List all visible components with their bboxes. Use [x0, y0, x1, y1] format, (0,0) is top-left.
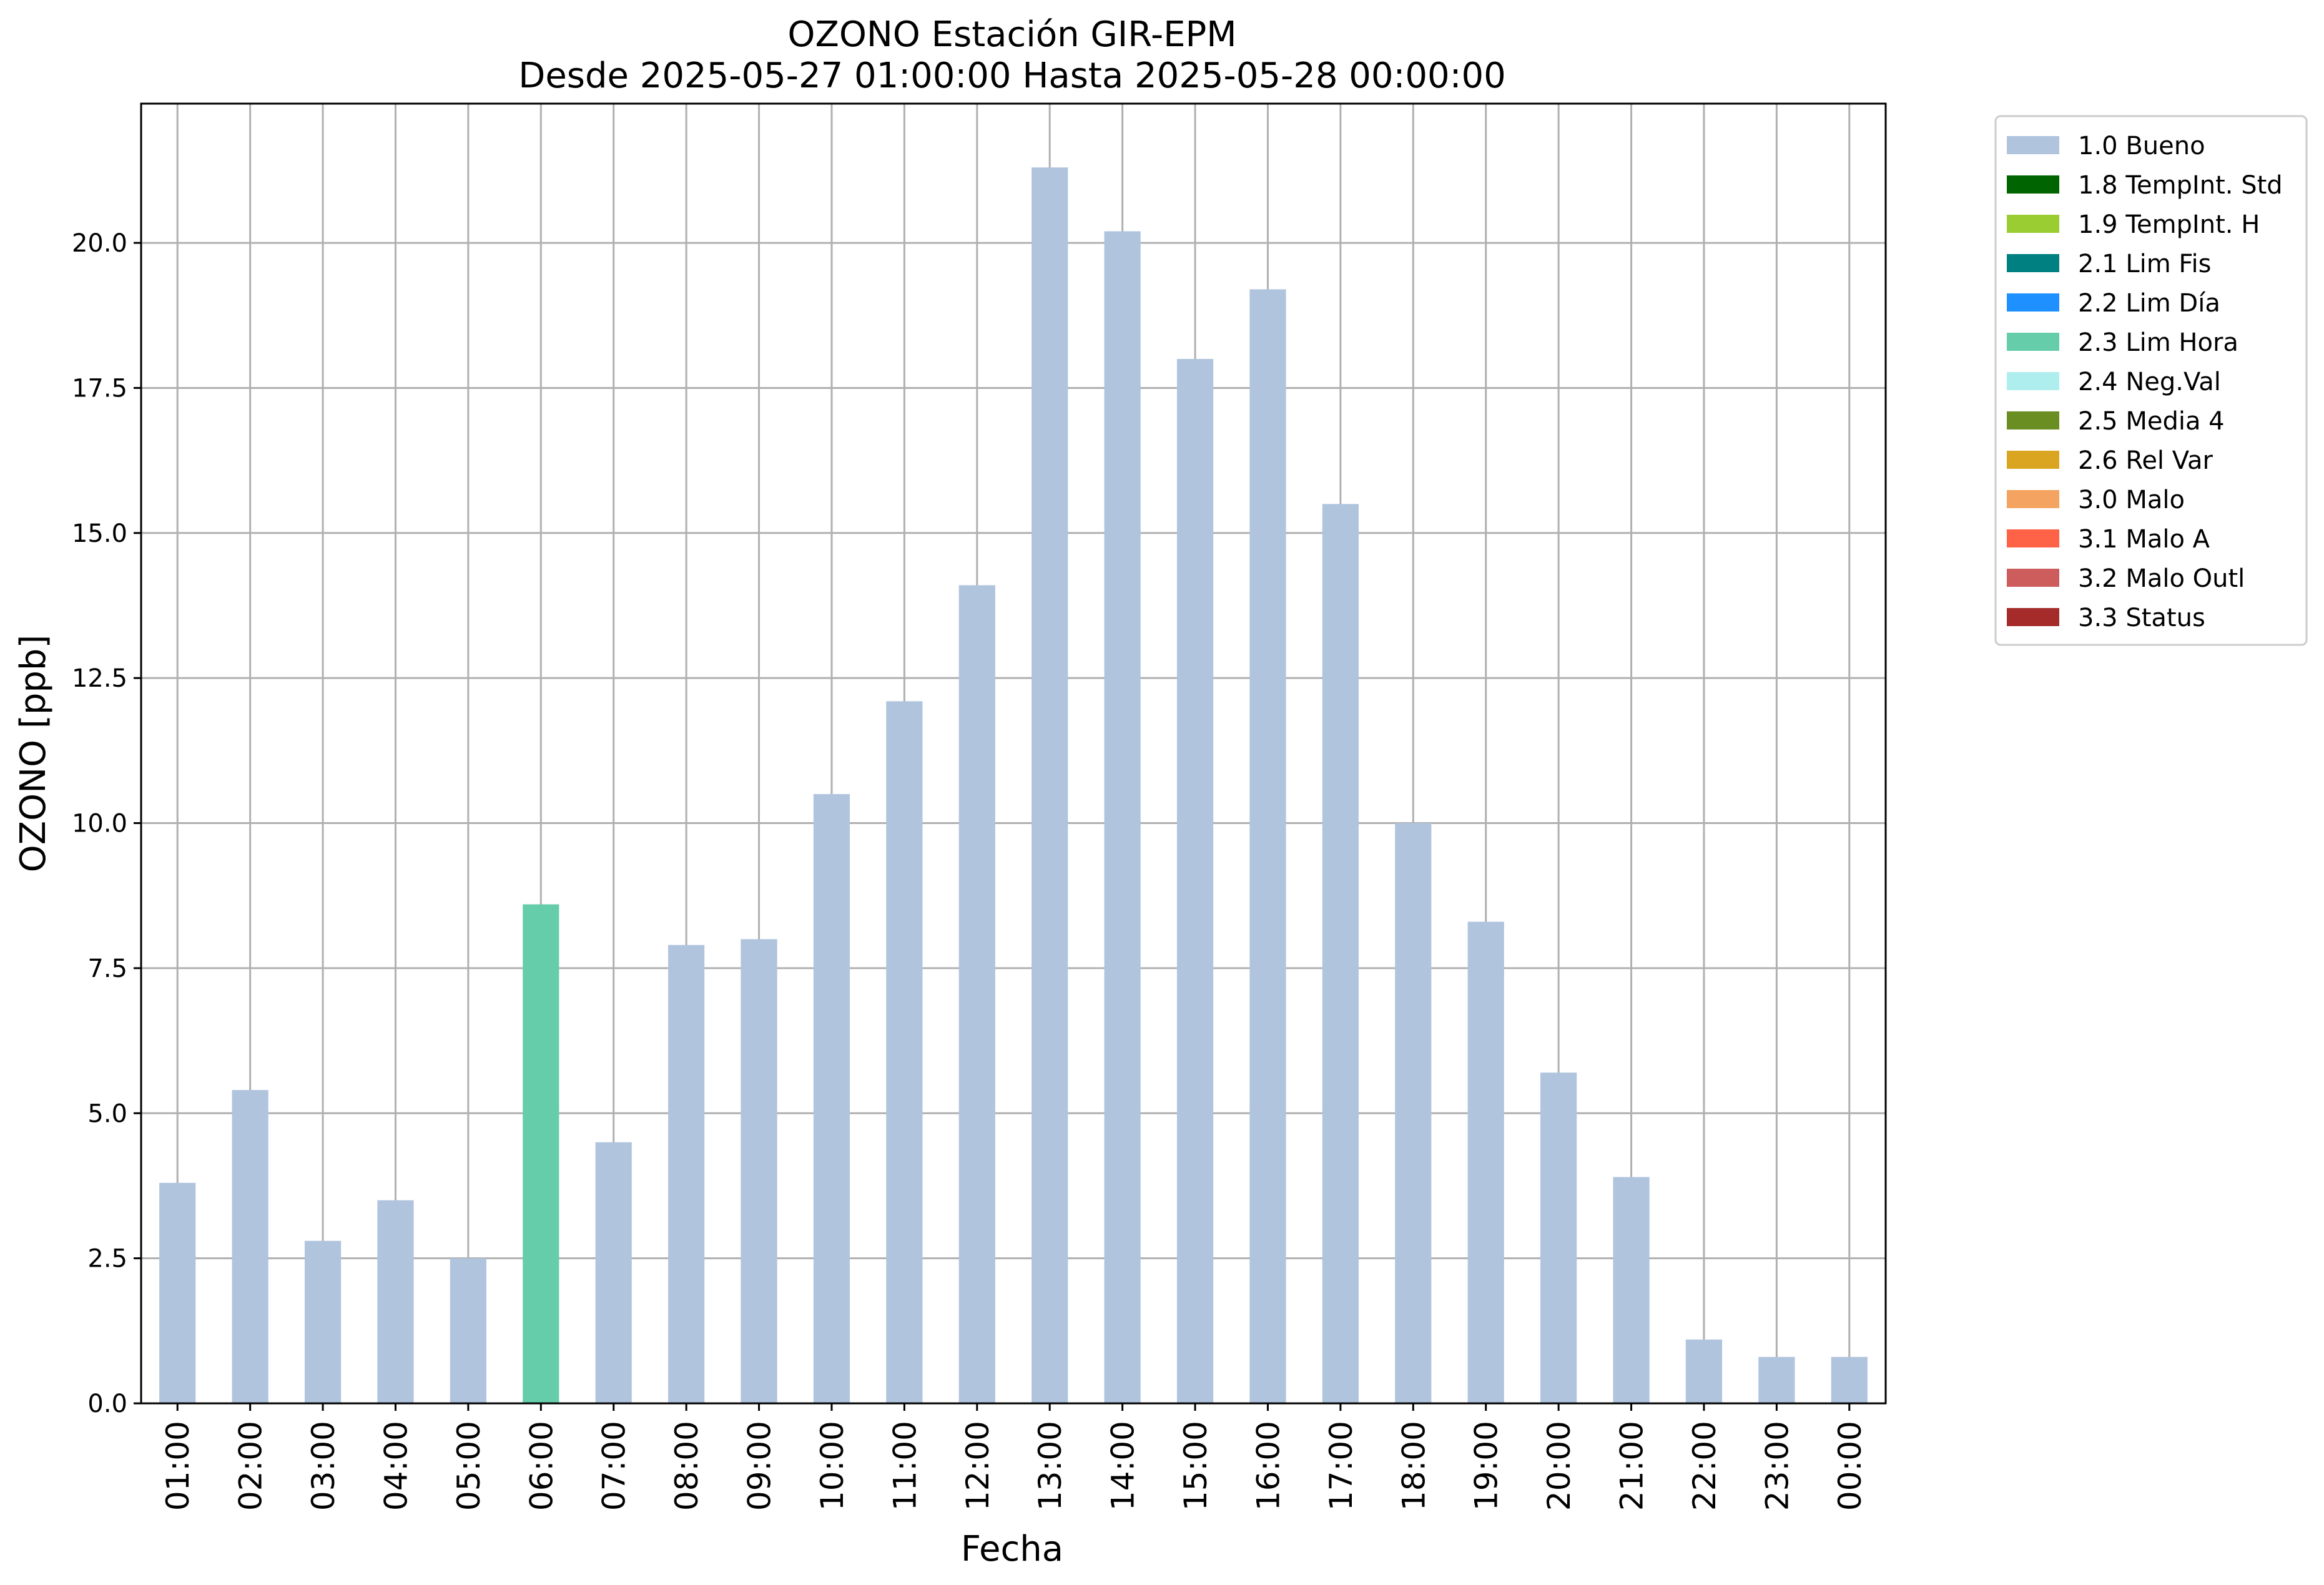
y-tick-label: 0.0	[87, 1390, 127, 1418]
x-axis-ticks: 01:00 02:00 03:00 04:00 05:00 06:00 07:00 08:00…	[160, 1403, 1868, 1511]
legend-label: 3.3 Status	[2078, 604, 2205, 632]
legend-swatch	[2007, 529, 2059, 547]
legend-swatch	[2007, 569, 2059, 587]
bar-1400	[1104, 231, 1141, 1403]
bars	[159, 167, 1868, 1404]
bar-0800	[668, 945, 705, 1403]
bar-0900	[741, 939, 777, 1403]
y-tick-label: 2.5	[87, 1245, 127, 1273]
legend-swatch	[2007, 215, 2059, 233]
x-tick-label: 05:00	[451, 1421, 487, 1511]
x-tick-label: 11:00	[887, 1421, 923, 1511]
bar-0700	[595, 1142, 632, 1403]
y-axis-label: OZONO [ppb]	[13, 635, 54, 873]
x-tick-label: 08:00	[669, 1421, 705, 1511]
x-tick-label: 15:00	[1178, 1421, 1214, 1511]
x-tick-label: 07:00	[596, 1421, 633, 1511]
legend-swatch	[2007, 490, 2059, 508]
legend-box	[1994, 115, 2308, 646]
legend-swatch	[2007, 451, 2059, 469]
legend-label: 1.8 TempInt. Std	[2078, 171, 2283, 200]
bar-0100	[159, 1182, 196, 1403]
legend-swatch	[2007, 293, 2059, 312]
legend-label: 1.0 Bueno	[2078, 132, 2205, 160]
y-tick-label: 17.5	[72, 374, 127, 403]
y-tick-label: 15.0	[72, 519, 127, 548]
y-axis-ticks: 0.0 2.5 5.0 7.5 10.0 12.5 15.0 17.5 20.0	[72, 229, 141, 1418]
legend-label: 3.2 Malo Outl	[2078, 564, 2245, 593]
x-tick-label: 23:00	[1759, 1421, 1795, 1511]
legend-label: 2.6 Rel Var	[2078, 446, 2213, 475]
x-tick-label: 21:00	[1614, 1421, 1650, 1511]
legend-swatch	[2007, 372, 2059, 390]
bar-1600	[1249, 289, 1286, 1403]
plot-frame	[140, 102, 1887, 1405]
bar-2000	[1540, 1072, 1577, 1403]
legend-label: 1.9 TempInt. H	[2078, 210, 2260, 239]
bar-1100	[886, 701, 923, 1403]
bar-1000	[813, 794, 850, 1403]
x-tick-label: 12:00	[960, 1421, 996, 1511]
bar-0400	[377, 1200, 414, 1403]
x-tick-label: 19:00	[1469, 1421, 1505, 1511]
x-tick-label: 02:00	[233, 1421, 269, 1511]
x-tick-label: 10:00	[814, 1421, 850, 1511]
bar-1300	[1032, 167, 1068, 1403]
legend-swatch	[2007, 411, 2059, 429]
legend-swatch	[2007, 333, 2059, 351]
bar-2200	[1685, 1339, 1723, 1403]
x-tick-label: 04:00	[378, 1421, 414, 1511]
bar-1500	[1176, 358, 1214, 1403]
bar-1700	[1322, 504, 1359, 1404]
legend-label: 3.1 Malo A	[2078, 525, 2210, 554]
x-tick-label: 00:00	[1832, 1421, 1868, 1511]
x-tick-label: 06:00	[523, 1421, 559, 1511]
x-tick-label: 09:00	[742, 1421, 778, 1511]
legend-label: 2.2 Lim Día	[2078, 289, 2220, 318]
bar-2300	[1758, 1357, 1795, 1403]
y-tick-label: 7.5	[87, 954, 127, 983]
y-tick-label: 20.0	[72, 229, 127, 258]
legend-swatch	[2007, 136, 2059, 154]
bar-1900	[1467, 921, 1504, 1403]
chart-subtitle: Desde 2025-05-27 01:00:00 Hasta 2025-05-…	[518, 56, 1506, 96]
x-axis-label: Fecha	[961, 1529, 1063, 1569]
x-tick-label: 03:00	[305, 1421, 342, 1511]
x-tick-label: 01:00	[160, 1421, 196, 1511]
bar-1200	[958, 585, 995, 1404]
y-tick-label: 10.0	[72, 810, 127, 838]
legend-label: 2.3 Lim Hora	[2078, 328, 2238, 357]
legend: 1.0 Bueno 1.8 TempInt. Std 1.9 TempInt. H 2…	[1994, 115, 2308, 646]
x-tick-label: 17:00	[1323, 1421, 1359, 1511]
x-tick-label: 14:00	[1105, 1421, 1141, 1511]
x-tick-label: 22:00	[1686, 1421, 1723, 1511]
y-tick-label: 5.0	[87, 1099, 127, 1128]
bar-0000	[1831, 1357, 1868, 1403]
bar-0200	[232, 1090, 268, 1403]
legend-label: 2.5 Media 4	[2078, 407, 2225, 436]
x-tick-label: 20:00	[1541, 1421, 1577, 1511]
legend-label: 3.0 Malo	[2078, 486, 2185, 514]
legend-swatch	[2007, 608, 2059, 626]
legend-label: 2.1 Lim Fis	[2078, 250, 2211, 278]
bar-0500	[450, 1258, 486, 1403]
legend-swatch	[2007, 254, 2059, 272]
x-tick-label: 18:00	[1396, 1421, 1432, 1511]
legend-swatch	[2007, 175, 2059, 194]
bar-0600	[523, 904, 559, 1403]
bar-0300	[304, 1240, 342, 1403]
legend-label: 2.4 Neg.Val	[2078, 368, 2221, 396]
chart-title: OZONO Estación GIR-EPM	[787, 14, 1236, 55]
x-tick-label: 16:00	[1250, 1421, 1286, 1511]
bar-1800	[1395, 823, 1432, 1403]
x-tick-label: 13:00	[1032, 1421, 1068, 1511]
y-tick-label: 12.5	[72, 664, 127, 693]
bar-2100	[1613, 1177, 1650, 1403]
